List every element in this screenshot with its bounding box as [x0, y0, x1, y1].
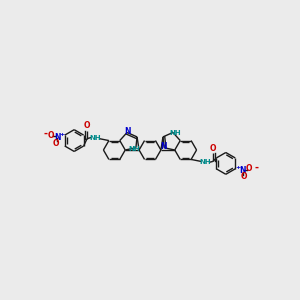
Text: N: N [160, 142, 167, 151]
Text: O: O [241, 172, 247, 181]
Text: N: N [239, 166, 245, 175]
Text: +: + [236, 165, 241, 170]
Text: O: O [48, 130, 54, 140]
Text: N: N [124, 127, 131, 136]
Text: O: O [210, 144, 216, 153]
Text: +: + [59, 132, 64, 136]
Text: -: - [44, 129, 48, 139]
Text: O: O [84, 121, 90, 130]
Text: NH: NH [128, 146, 140, 152]
Text: NH: NH [169, 130, 181, 136]
Text: O: O [52, 139, 59, 148]
Text: O: O [246, 164, 252, 173]
Text: -: - [254, 163, 258, 173]
Text: NH: NH [89, 135, 101, 141]
Text: NH: NH [199, 159, 211, 165]
Text: N: N [55, 133, 61, 142]
